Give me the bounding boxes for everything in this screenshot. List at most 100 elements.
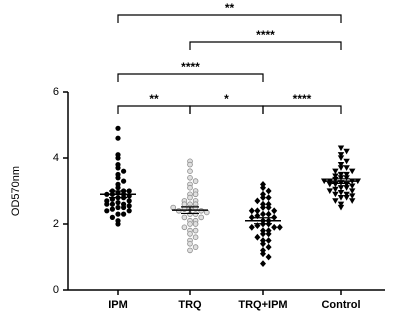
y-tick-label: 2 [53,218,59,230]
point [248,207,255,215]
point [337,185,345,191]
point [121,204,127,211]
significance-label: ** [225,1,235,15]
point [326,181,333,188]
point [343,191,350,198]
point [332,168,339,175]
significance-bracket [117,73,264,82]
point [115,204,121,211]
point [181,201,188,208]
point [187,175,193,181]
point [337,145,345,152]
point [332,181,339,188]
point [126,208,132,214]
point [121,211,127,217]
point [187,168,193,175]
point [337,162,345,168]
y-tick-label: 6 [53,86,59,98]
point [187,194,193,201]
point [337,171,345,178]
point [254,197,261,205]
point [115,175,121,181]
significance-bracket [117,14,342,23]
point [187,184,193,191]
point [260,204,266,211]
point [260,260,266,267]
point [170,204,177,211]
point [109,201,115,207]
significance-bracket [189,41,342,50]
point [337,204,345,211]
point [343,195,350,201]
point [265,200,272,208]
point [337,190,345,196]
y-axis-label: OD570nm [10,166,22,216]
point [337,175,345,181]
point [343,165,350,171]
point [265,253,272,261]
point [192,204,199,211]
point [343,158,350,165]
point [187,221,193,227]
point [104,208,110,214]
point [343,148,350,155]
point [265,194,272,201]
x-tick-label: Control [321,299,360,311]
significance-bracket [189,105,264,114]
point [126,198,132,204]
point [115,125,121,131]
point [109,206,115,212]
point [337,152,345,158]
point [349,168,356,175]
point [187,161,193,168]
point [192,211,199,217]
point [126,203,132,209]
significance-label: **** [256,28,275,42]
point [260,194,266,201]
point [271,223,278,231]
point [248,214,255,221]
y-tick-label: 4 [53,152,59,164]
y-tick-label: 0 [53,284,59,296]
x-tick-label: TRQ [178,299,202,311]
point [343,185,350,191]
point [115,211,121,217]
point [198,214,205,221]
significance-label: * [224,92,229,106]
x-tick-label: TRQ+IPM [238,299,287,311]
point [265,237,272,244]
point [337,195,345,201]
point [343,171,350,178]
point [115,185,121,191]
point [115,165,121,171]
significance-bracket [117,105,191,114]
point [332,198,339,204]
point [349,188,356,194]
point [260,210,266,218]
point [254,233,261,241]
significance-label: **** [293,92,312,106]
point [109,214,115,220]
point [332,173,339,180]
point [181,224,188,231]
point [260,250,266,258]
point [265,230,272,238]
point [332,191,339,198]
point [115,155,121,161]
point [187,247,193,254]
point [104,201,110,207]
point [271,207,278,215]
point [248,223,255,231]
point [271,214,278,221]
point [337,165,345,171]
point [349,183,356,190]
point [192,227,199,234]
point [343,175,350,181]
point [192,244,199,250]
point [260,230,266,238]
point [265,210,272,218]
point [265,187,272,195]
point [260,240,266,248]
significance-bracket [262,105,342,114]
x-tick-label: IPM [108,299,128,311]
